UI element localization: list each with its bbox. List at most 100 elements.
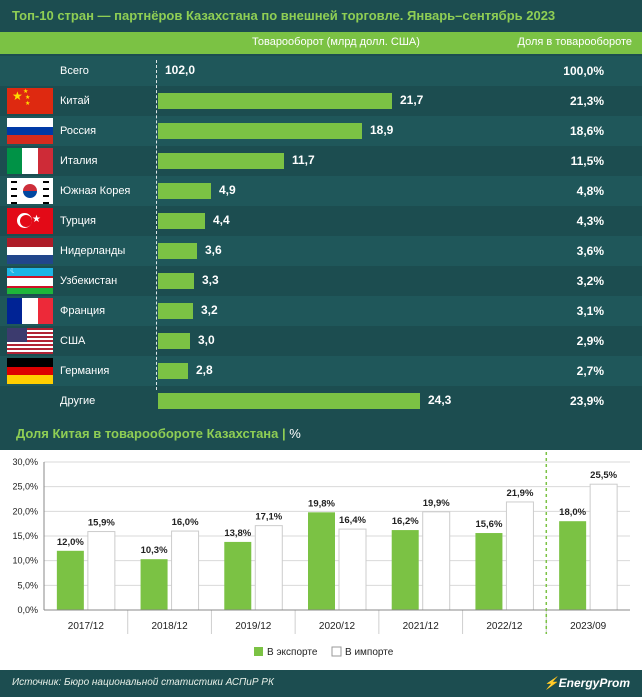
share-value: 3,1%	[576, 304, 604, 318]
turkey-flag-icon: ★	[7, 208, 53, 234]
export-bar	[559, 521, 587, 610]
share-header: Доля в товарообороте	[517, 36, 632, 48]
share-value: 100,0%	[563, 64, 604, 78]
turnover-value: 3,0	[198, 333, 215, 347]
country-name: Турция	[60, 215, 96, 227]
data-label: 16,0%	[172, 517, 199, 528]
share-value: 18,6%	[569, 124, 604, 138]
country-name: Другие	[60, 395, 96, 407]
turnover-value: 4,9	[219, 183, 236, 197]
x-tick-label: 2020/12	[319, 621, 356, 632]
chart-subtitle-unit: %	[289, 426, 301, 441]
export-bar	[391, 530, 419, 610]
export-bar	[140, 559, 168, 610]
turnover-value: 18,9	[370, 123, 394, 137]
share-value: 2,7%	[576, 364, 604, 378]
data-label: 19,9%	[423, 498, 450, 509]
share-value: 4,3%	[576, 214, 604, 228]
chart-subtitle: Доля Китая в товарообороте Казахстана | …	[16, 426, 301, 441]
share-value: 4,8%	[576, 184, 604, 198]
country-row: Другие 24,3 23,9%	[0, 386, 642, 416]
y-tick-label: 15,0%	[12, 531, 38, 541]
turnover-value: 11,7	[292, 153, 315, 167]
legend-export-label: В экспорте	[267, 647, 318, 658]
share-value: 2,9%	[576, 334, 604, 348]
share-value: 11,5%	[570, 154, 604, 168]
share-value: 23,9%	[569, 394, 604, 408]
data-label: 15,6%	[475, 519, 502, 530]
turnover-value: 3,6	[205, 243, 222, 257]
export-bar	[475, 533, 503, 610]
data-label: 16,2%	[392, 516, 419, 527]
china-flag-icon: ★ ★ ★ ★	[7, 88, 53, 114]
germany-flag-icon	[7, 358, 53, 384]
data-label: 15,9%	[88, 518, 115, 529]
footer: Источник: Бюро национальной статистики А…	[0, 670, 642, 697]
turnover-value: 4,4	[213, 213, 230, 227]
turnover-value: 2,8	[196, 363, 213, 377]
turnover-bar	[158, 273, 194, 289]
netherlands-flag-icon	[7, 238, 53, 264]
russia-flag-icon	[7, 118, 53, 144]
source-text: Источник: Бюро национальной статистики А…	[12, 677, 274, 688]
x-tick-label: 2018/12	[151, 621, 188, 632]
turnover-bar	[158, 183, 211, 199]
france-flag-icon	[7, 298, 53, 324]
bar-baseline	[156, 60, 157, 390]
share-value: 3,6%	[576, 244, 604, 258]
import-bar	[505, 501, 534, 611]
turnover-bar	[158, 363, 188, 379]
turnover-value: 3,2	[201, 303, 218, 317]
x-tick-label: 2017/12	[68, 621, 105, 632]
country-row: ☾ Узбекистан 3,3 3,2%	[0, 266, 642, 296]
import-bar	[171, 530, 200, 611]
y-tick-label: 20,0%	[12, 506, 38, 516]
legend-import-swatch	[331, 646, 342, 657]
china-share-chart: 0,0% 5,0% 10,0% 15,0% 20,0% 25,0% 30,0% 12,0% 15…	[0, 450, 642, 670]
data-label: 10,3%	[141, 545, 168, 556]
data-label: 18,0%	[559, 507, 586, 518]
turnover-value: 24,3	[428, 393, 452, 407]
share-value: 3,2%	[576, 274, 604, 288]
turnover-value: 21,7	[400, 93, 424, 107]
import-bar	[589, 483, 618, 611]
turnover-bar	[158, 213, 205, 229]
y-tick-label: 5,0%	[17, 580, 38, 590]
country-row: Германия 2,8 2,7%	[0, 356, 642, 386]
country-name: Россия	[60, 125, 97, 137]
turnover-bar	[158, 153, 284, 169]
italy-flag-icon	[7, 148, 53, 174]
korea-flag-icon	[7, 178, 53, 204]
turnover-bar	[158, 303, 193, 319]
turnover-value: 3,3	[202, 273, 219, 287]
country-name: Китай	[60, 95, 90, 107]
turnover-bar	[158, 93, 392, 109]
uzbekistan-flag-icon: ☾	[7, 268, 53, 294]
y-tick-label: 30,0%	[12, 457, 38, 467]
export-bar	[224, 541, 252, 610]
usa-flag-icon	[7, 328, 53, 354]
country-name: Германия	[60, 365, 110, 377]
country-row: ★ ★ ★ ★ Китай 21,7 21,3%	[0, 86, 642, 116]
import-bar	[254, 525, 283, 611]
import-bar	[422, 511, 451, 611]
china-share-svg: 0,0% 5,0% 10,0% 15,0% 20,0% 25,0% 30,0% 12,0% 15…	[12, 452, 630, 658]
x-tick-label: 2019/12	[235, 621, 272, 632]
turnover-bar	[158, 333, 190, 349]
import-bar	[338, 528, 367, 611]
country-row: Южная Корея 4,9 4,8%	[0, 176, 642, 206]
country-row: Россия 18,9 18,6%	[0, 116, 642, 146]
country-name: Нидерланды	[60, 245, 126, 257]
country-row: Нидерланды 3,6 3,6%	[0, 236, 642, 266]
export-bar	[308, 512, 335, 610]
table-header: Товарооборот (млрд долл. США) Доля в тов…	[0, 32, 642, 54]
data-label: 13,8%	[224, 528, 251, 539]
data-label: 16,4%	[339, 515, 366, 526]
x-tick-label: 2022/12	[486, 621, 523, 632]
brand-name: EnergyProm	[558, 676, 630, 690]
import-bar	[87, 531, 116, 611]
turnover-header: Товарооборот (млрд долл. США)	[252, 36, 420, 48]
turnover-bar	[158, 393, 420, 409]
legend-import-label: В импорте	[345, 647, 394, 658]
country-name: США	[60, 335, 86, 347]
